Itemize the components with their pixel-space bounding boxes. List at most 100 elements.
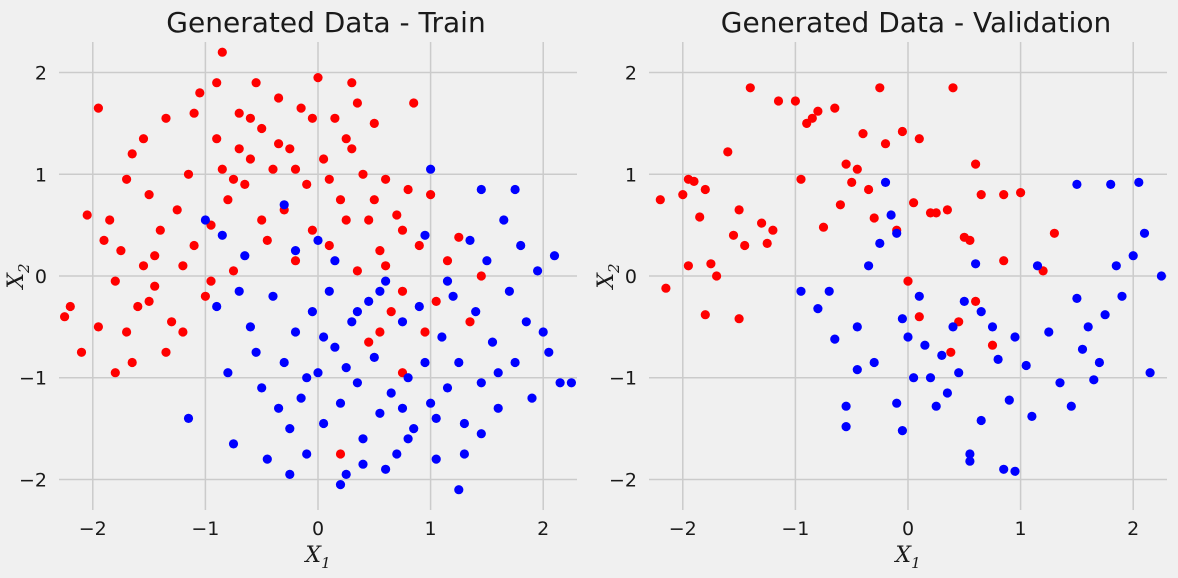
train-panel: Generated Data - Train −2 −1 0 1 2 −2 −1 0 1 2 X1 X… [4, 6, 577, 572]
blue-point [959, 296, 969, 306]
red-point [442, 256, 453, 266]
red-point [302, 179, 312, 189]
blue-point [240, 251, 250, 261]
red-point [319, 154, 329, 164]
red-point [1016, 188, 1026, 198]
red-point [189, 240, 199, 251]
red-point [206, 276, 216, 286]
blue-point [852, 365, 862, 375]
red-point [223, 195, 233, 205]
red-point [352, 266, 362, 276]
blue-point [987, 322, 998, 332]
blue-point [262, 454, 272, 464]
y-tick-label: 2 [35, 63, 47, 85]
blue-point [976, 415, 986, 426]
blue-point [892, 398, 902, 408]
blue-point [442, 383, 453, 393]
red-point [454, 232, 464, 242]
red-point [358, 169, 368, 179]
blue-point [279, 200, 289, 210]
blue-point [909, 373, 919, 383]
blue-point [409, 424, 419, 434]
x-tick-label: −1 [191, 518, 219, 540]
blue-point [392, 449, 402, 459]
red-point [392, 210, 402, 220]
red-point [946, 347, 956, 357]
red-point [375, 246, 385, 256]
x-tick-label: −2 [79, 518, 107, 540]
red-point [330, 113, 340, 123]
blue-point [302, 373, 312, 383]
red-point [409, 98, 419, 108]
blue-point [296, 393, 306, 403]
red-point [931, 208, 941, 218]
red-point [105, 215, 115, 225]
red-point [144, 296, 154, 306]
red-point [723, 147, 733, 157]
blue-point [869, 357, 879, 368]
blue-point [257, 383, 267, 393]
red-point [200, 291, 210, 301]
blue-point [212, 301, 222, 312]
red-point [268, 164, 278, 174]
red-point [347, 144, 357, 154]
x-tick-label: 2 [537, 518, 549, 540]
blue-point [1156, 271, 1166, 281]
blue-point [335, 398, 346, 408]
red-point [397, 225, 408, 235]
blue-point [381, 464, 391, 474]
blue-point [285, 469, 295, 479]
red-point [880, 139, 891, 149]
blue-point [403, 434, 413, 444]
blue-point [1004, 395, 1014, 405]
red-point [689, 176, 699, 186]
blue-point [942, 388, 953, 398]
blue-point [925, 373, 936, 383]
blue-point [397, 403, 408, 413]
red-point [212, 78, 222, 88]
y-tick-label: 1 [35, 164, 47, 186]
blue-point [279, 357, 289, 368]
y-axis-label: X2 [4, 263, 33, 290]
red-point [127, 149, 137, 159]
red-point [903, 276, 913, 286]
blue-point [223, 368, 233, 378]
blue-point [307, 307, 317, 317]
red-point [869, 213, 879, 223]
red-point [307, 225, 317, 235]
blue-point [897, 314, 908, 324]
blue-point [1111, 261, 1121, 271]
train-title: Generated Data - Train [166, 6, 485, 39]
blue-point [1083, 322, 1093, 332]
blue-point [290, 246, 301, 256]
red-point [234, 144, 244, 154]
red-point [155, 225, 165, 235]
blue-point [268, 291, 278, 301]
blue-point [1100, 310, 1110, 320]
red-point [369, 195, 379, 205]
blue-point [358, 434, 368, 444]
red-point [914, 134, 924, 144]
blue-point [1117, 291, 1127, 301]
red-point [734, 205, 744, 215]
blue-point [852, 322, 862, 332]
red-point [245, 154, 255, 164]
blue-point [903, 332, 913, 342]
blue-point [330, 342, 340, 352]
red-point [347, 78, 357, 88]
red-point [971, 159, 981, 169]
blue-point [510, 357, 520, 368]
blue-point [448, 291, 458, 301]
y-tick-label: −2 [609, 469, 637, 491]
blue-point [841, 401, 851, 411]
blue-point [375, 286, 385, 296]
blue-point [1032, 261, 1043, 271]
blue-point [482, 256, 492, 266]
blue-point [431, 413, 441, 423]
blue-point [555, 378, 565, 388]
blue-point [1128, 251, 1138, 261]
red-point [127, 357, 137, 368]
y-tick-label: 1 [625, 164, 637, 186]
y-tick-label: −2 [19, 469, 47, 491]
